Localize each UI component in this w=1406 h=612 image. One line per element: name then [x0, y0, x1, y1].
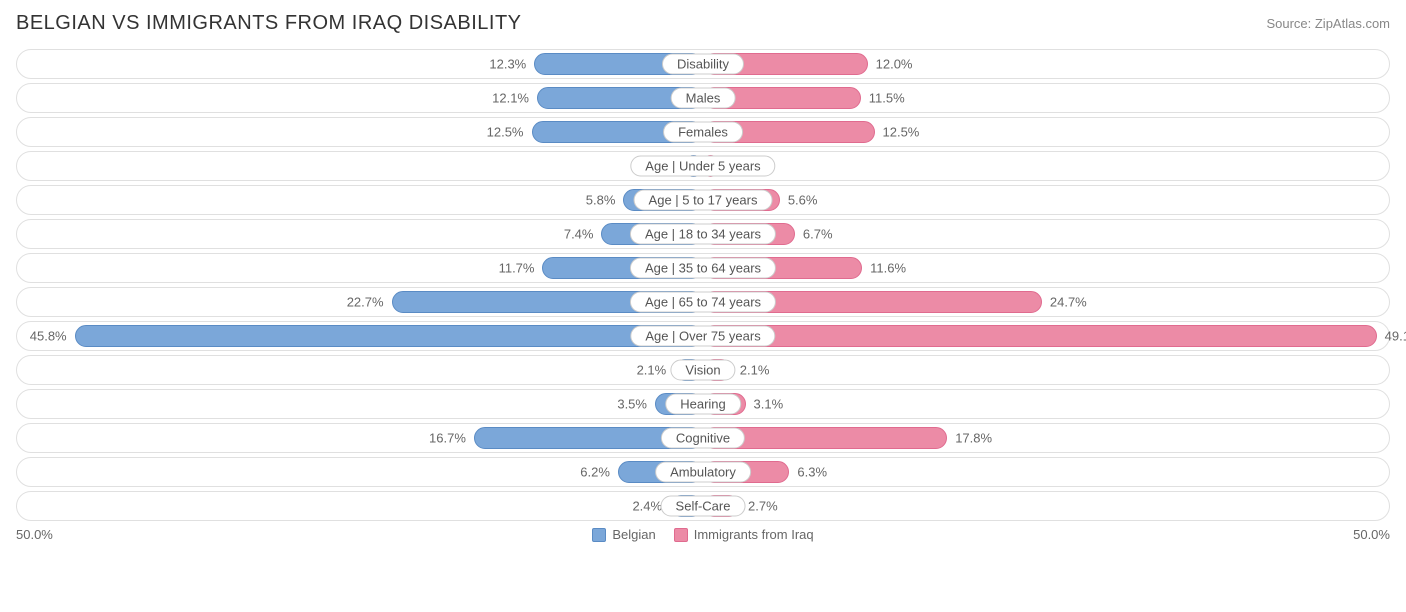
value-right: 5.6% [788, 193, 818, 208]
chart-row: Age | 35 to 64 years 11.7% 11.6% [16, 253, 1390, 283]
category-label: Cognitive [661, 428, 745, 449]
value-left: 2.4% [632, 499, 662, 514]
chart-row: Cognitive 16.7% 17.8% [16, 423, 1390, 453]
legend-swatch-left [592, 528, 606, 542]
value-left: 2.1% [637, 363, 667, 378]
value-left: 12.5% [487, 125, 524, 140]
category-label: Age | 35 to 64 years [630, 258, 776, 279]
diverging-bar-chart: Disability 12.3% 12.0% Males 12.1% 11.5% Femal… [16, 49, 1390, 521]
bar-left [75, 325, 703, 347]
value-right: 11.6% [870, 261, 906, 276]
value-left: 6.2% [580, 465, 610, 480]
bar-right [703, 325, 1377, 347]
value-left: 11.7% [499, 261, 535, 276]
chart-row: Ambulatory 6.2% 6.3% [16, 457, 1390, 487]
chart-header: BELGIAN VS IMMIGRANTS FROM IRAQ DISABILI… [16, 12, 1390, 35]
legend-label-left: Belgian [612, 527, 655, 542]
value-right: 24.7% [1050, 295, 1087, 310]
category-label: Hearing [665, 394, 741, 415]
value-right: 12.0% [876, 57, 913, 72]
value-right: 2.7% [748, 499, 778, 514]
value-right: 11.5% [869, 91, 905, 106]
value-left: 7.4% [564, 227, 594, 242]
legend-label-right: Immigrants from Iraq [694, 527, 814, 542]
value-left: 12.1% [492, 91, 529, 106]
value-left: 12.3% [489, 57, 526, 72]
value-left: 16.7% [429, 431, 466, 446]
category-label: Vision [670, 360, 735, 381]
axis-left-max: 50.0% [16, 527, 53, 542]
value-left: 22.7% [347, 295, 384, 310]
value-right: 6.3% [797, 465, 827, 480]
category-label: Age | 5 to 17 years [634, 190, 773, 211]
chart-row: Hearing 3.5% 3.1% [16, 389, 1390, 419]
chart-legend: Belgian Immigrants from Iraq [592, 527, 813, 542]
category-label: Ambulatory [655, 462, 751, 483]
chart-footer: 50.0% Belgian Immigrants from Iraq 50.0% [16, 527, 1390, 542]
chart-row: Age | 18 to 34 years 7.4% 6.7% [16, 219, 1390, 249]
category-label: Age | Under 5 years [630, 156, 775, 177]
chart-title: BELGIAN VS IMMIGRANTS FROM IRAQ DISABILI… [16, 12, 522, 35]
chart-container: BELGIAN VS IMMIGRANTS FROM IRAQ DISABILI… [0, 0, 1406, 550]
category-label: Males [671, 88, 736, 109]
legend-swatch-right [674, 528, 688, 542]
chart-row: Disability 12.3% 12.0% [16, 49, 1390, 79]
chart-row: Age | Over 75 years45.8%49.1% [16, 321, 1390, 351]
value-right: 12.5% [883, 125, 920, 140]
legend-item-right: Immigrants from Iraq [674, 527, 814, 542]
chart-row: Age | Under 5 years1.4%1.1% [16, 151, 1390, 181]
chart-row: Vision2.1%2.1% [16, 355, 1390, 385]
value-right: 17.8% [955, 431, 992, 446]
value-left: 3.5% [617, 397, 647, 412]
category-label: Age | 65 to 74 years [630, 292, 776, 313]
chart-row: Age | 5 to 17 years 5.8% 5.6% [16, 185, 1390, 215]
category-label: Age | Over 75 years [630, 326, 775, 347]
category-label: Self-Care [661, 496, 746, 517]
chart-row: Age | 65 to 74 years 22.7% 24.7% [16, 287, 1390, 317]
value-right: 6.7% [803, 227, 833, 242]
value-left: 45.8% [30, 329, 67, 344]
chart-source: Source: ZipAtlas.com [1266, 12, 1390, 31]
category-label: Age | 18 to 34 years [630, 224, 776, 245]
chart-row: Females 12.5% 12.5% [16, 117, 1390, 147]
chart-row: Self-Care2.4% 2.7% [16, 491, 1390, 521]
category-label: Females [663, 122, 743, 143]
value-right: 3.1% [754, 397, 784, 412]
value-right: 2.1% [740, 363, 770, 378]
chart-row: Males 12.1% 11.5% [16, 83, 1390, 113]
axis-right-max: 50.0% [1353, 527, 1390, 542]
legend-item-left: Belgian [592, 527, 655, 542]
value-right: 49.1% [1385, 329, 1406, 344]
value-left: 5.8% [586, 193, 616, 208]
category-label: Disability [662, 54, 744, 75]
